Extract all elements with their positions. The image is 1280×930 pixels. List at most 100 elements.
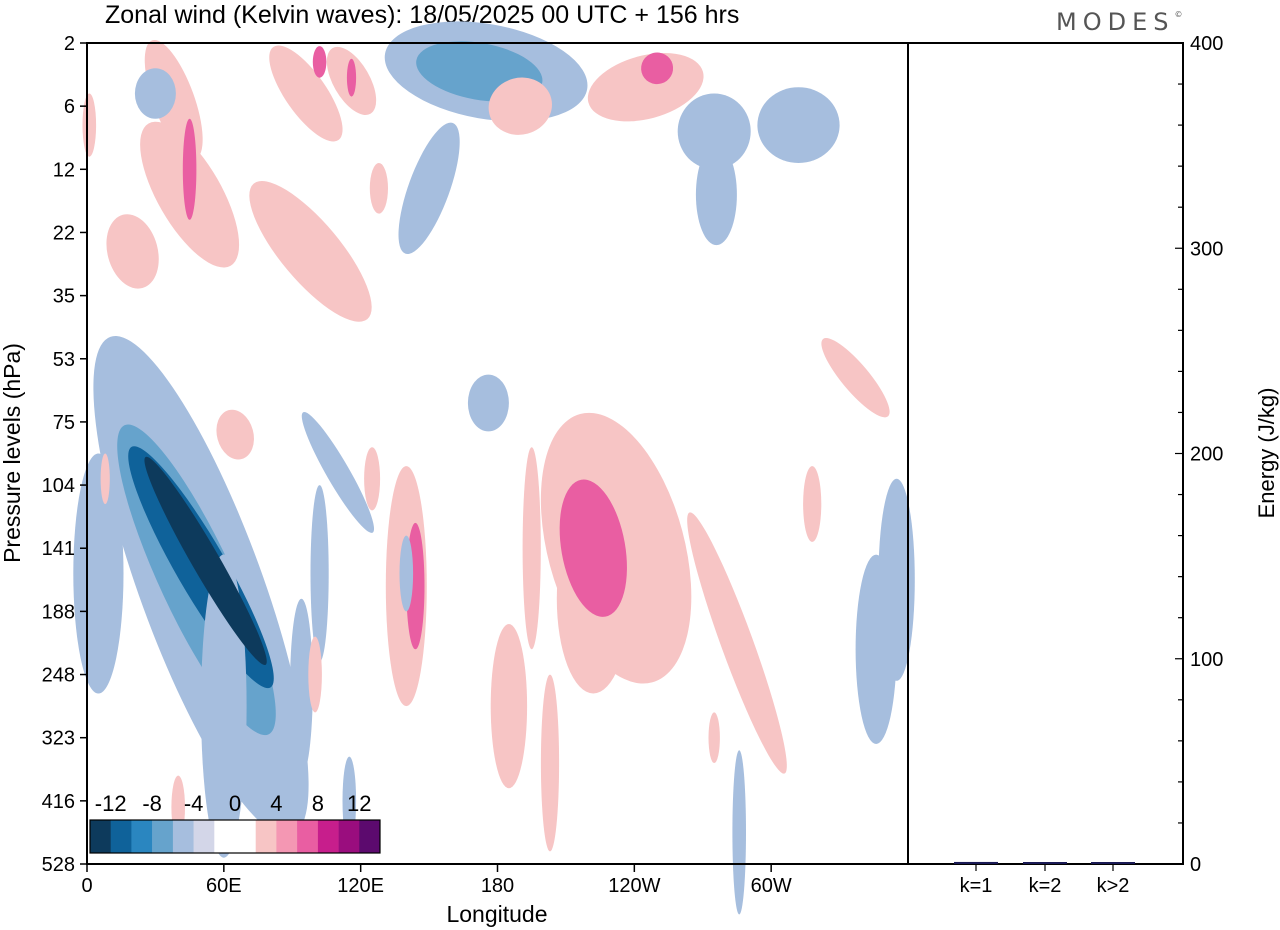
category-label: k=2 (1029, 875, 1062, 897)
wind-field (73, 21, 915, 915)
wind-anomaly-patch (490, 624, 528, 789)
energy-tick-label: 100 (1190, 649, 1223, 671)
colorbar-swatch (338, 820, 360, 853)
x-tick-label: 60W (751, 875, 792, 897)
wind-anomaly-patch (695, 144, 737, 246)
x-tick-label: 0 (81, 875, 92, 897)
colorbar-label: -8 (142, 791, 162, 816)
y-tick-label: 416 (42, 791, 75, 813)
wind-anomaly-patch (878, 478, 915, 681)
wind-anomaly-patch (308, 636, 322, 713)
energy-axis-label: Energy (J/kg) (1254, 388, 1279, 519)
wind-anomaly-patch (290, 598, 313, 776)
x-tick-label: 120W (608, 875, 660, 897)
wind-anomaly-patch (399, 535, 414, 612)
wind-anomaly-patch (73, 453, 124, 694)
wind-anomaly-patch (488, 77, 552, 135)
energy-tick-label: 400 (1190, 33, 1223, 55)
wind-anomaly-patch (312, 46, 327, 78)
wind-anomaly-patch (301, 411, 375, 533)
x-axis-label: Longitude (446, 901, 547, 927)
wind-anomaly-patch (369, 163, 388, 214)
category-label: k=1 (960, 875, 993, 897)
modes-logo: MODES© (1056, 8, 1182, 36)
colorbar-label: 12 (347, 791, 371, 816)
y-tick-label: 22 (53, 222, 75, 244)
wind-anomaly-patch (757, 87, 840, 163)
energy-tick-label: 200 (1190, 444, 1223, 466)
wind-anomaly-patch (82, 93, 97, 157)
wind-anomaly-patch (398, 122, 460, 254)
wind-anomaly-patch (144, 456, 267, 666)
wind-anomaly-patch (708, 712, 720, 763)
colorbar-swatch (297, 820, 319, 853)
wind-anomaly-patch (732, 750, 746, 915)
wind-anomaly-patch (249, 181, 372, 322)
colorbar-swatch (317, 820, 339, 853)
colorbar-swatch (152, 820, 174, 853)
y-tick-label: 528 (42, 854, 75, 876)
colorbar-label: 0 (229, 791, 241, 816)
colorbar-label: -12 (95, 791, 127, 816)
energy-bars: k=1 k=2 k>2 (954, 861, 1135, 897)
y-tick-label: 12 (53, 159, 75, 181)
colorbar-swatch (214, 820, 236, 853)
wind-anomaly-patch (346, 58, 357, 97)
wind-anomaly-patch (803, 466, 822, 542)
colorbar-frame (89, 819, 381, 854)
wind-anomaly-patch (310, 485, 329, 662)
y-tick-label: 188 (42, 601, 75, 623)
wind-anomaly-patch (522, 447, 541, 650)
colorbar-swatch (110, 820, 132, 853)
x-tick-label: 180 (481, 875, 514, 897)
colorbar-label: 8 (312, 791, 324, 816)
colorbar-swatch (255, 820, 277, 853)
colorbar-swatch (131, 820, 153, 853)
colorbar-swatch (90, 820, 111, 853)
wind-anomaly-patch (559, 479, 627, 617)
wind-anomaly-patch (182, 118, 197, 220)
wind-anomaly-patch (687, 512, 787, 774)
colorbar-swatch (276, 820, 298, 853)
y-tick-label: 75 (53, 412, 75, 434)
colorbar-swatch (359, 820, 381, 853)
wind-anomaly-patch (106, 214, 159, 289)
energy-tick-label: 300 (1190, 238, 1223, 260)
logo-text: MODES (1056, 8, 1175, 36)
y-tick-label: 35 (53, 286, 75, 308)
wind-anomaly-patch (216, 409, 254, 460)
y-axis: 2 6 12 22 35 53 75 104 141 188 248 323 416 528 (42, 33, 87, 876)
wind-anomaly-patch (467, 374, 509, 432)
wind-anomaly-patch (100, 453, 110, 505)
colorbar-swatch (172, 820, 194, 853)
colorbar-swatch (193, 820, 215, 853)
chart-title: Zonal wind (Kelvin waves): 18/05/2025 00… (105, 1, 739, 29)
y-tick-label: 53 (53, 349, 75, 371)
y-tick-label: 323 (42, 728, 75, 750)
wind-anomaly-patch (364, 447, 381, 511)
wind-anomaly-patch (134, 68, 176, 119)
wind-anomaly-patch (269, 45, 343, 142)
x-tick-label: 60E (206, 875, 242, 897)
wind-anomaly-patch (540, 674, 560, 852)
category-label: k>2 (1097, 875, 1130, 897)
y-axis-label: Pressure levels (hPa) (0, 343, 25, 563)
colorbar-label: 4 (270, 791, 282, 816)
wind-anomaly-patch (821, 338, 890, 418)
colorbar: -12 -8 -4 0 4 8 12 (89, 791, 381, 854)
colorbar-label: -4 (184, 791, 204, 816)
x-tick-label: 120E (337, 875, 384, 897)
wind-anomaly-patch (677, 93, 751, 170)
energy-bar (1023, 862, 1067, 864)
energy-tick-label: 0 (1190, 854, 1201, 876)
wind-anomaly-patch (587, 53, 704, 122)
y-tick-label: 2 (64, 33, 75, 55)
logo-mark: © (1174, 10, 1183, 19)
x-axis: 0 60E 120E 180 120W 60W (81, 864, 792, 897)
y-tick-label: 6 (64, 96, 75, 118)
wind-anomaly-patch (641, 52, 674, 85)
y-tick-label: 248 (42, 665, 75, 687)
energy-bar (1091, 862, 1135, 864)
energy-plot-frame (907, 42, 1184, 865)
